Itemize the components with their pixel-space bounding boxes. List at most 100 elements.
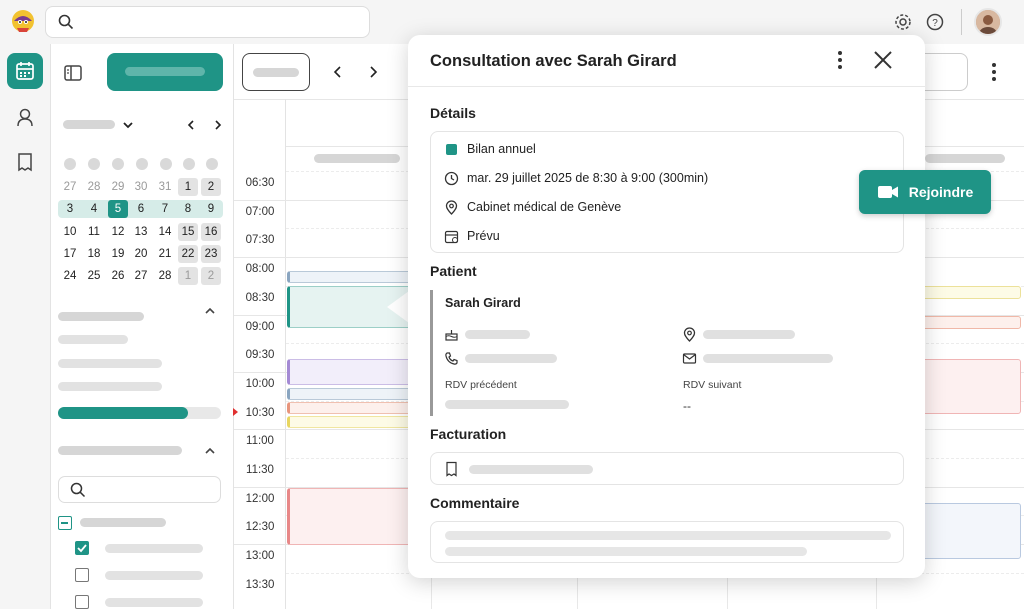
event-block[interactable] [922, 316, 1021, 329]
select-all-checkbox[interactable] [58, 516, 72, 530]
filter-search-input[interactable] [58, 476, 221, 503]
event-block[interactable] [287, 359, 412, 385]
billing-card[interactable] [430, 452, 904, 485]
calendar-day[interactable]: 1 [178, 178, 198, 196]
user-icon [17, 108, 33, 127]
calendar-day[interactable]: 6 [137, 203, 145, 215]
patient-address-placeholder [703, 330, 795, 339]
chevron-left-icon[interactable] [184, 118, 198, 132]
time-label: 06:30 [245, 177, 275, 189]
calendar-day[interactable]: 27 [63, 181, 77, 193]
chevron-up-icon[interactable] [203, 304, 217, 318]
calendar-day[interactable]: 7 [161, 203, 169, 215]
filter-placeholder [105, 544, 203, 553]
birthday-cake-icon [445, 330, 458, 341]
calendar-day[interactable]: 1 [178, 267, 198, 285]
chevron-up-icon[interactable] [203, 444, 217, 458]
event-block[interactable] [287, 488, 412, 545]
left-rail [0, 44, 50, 609]
calendar-day[interactable]: 29 [111, 181, 125, 193]
mail-icon [682, 353, 697, 364]
checkbox[interactable] [75, 595, 89, 609]
calendar-day[interactable]: 30 [134, 181, 148, 193]
calendar-day[interactable]: 20 [134, 248, 148, 260]
calendar-day[interactable]: 12 [111, 226, 125, 238]
new-appointment-button[interactable] [107, 53, 223, 91]
current-time-marker [233, 408, 238, 416]
rail-patients-button[interactable] [7, 99, 43, 135]
calendar-day[interactable]: 28 [158, 270, 172, 282]
chevron-right-icon[interactable] [365, 64, 381, 80]
more-vertical-icon[interactable] [986, 60, 1002, 84]
calendar-day[interactable]: 8 [184, 203, 192, 215]
event-block[interactable] [287, 416, 412, 428]
rail-calendar-button[interactable] [7, 53, 43, 89]
calendar-day[interactable]: 11 [88, 226, 100, 238]
calendar-icon [16, 62, 34, 80]
help-icon[interactable]: ? [925, 12, 945, 32]
time-label: 09:30 [245, 349, 275, 361]
calendar-day[interactable]: 24 [63, 270, 77, 282]
chevron-right-icon[interactable] [211, 118, 225, 132]
today-button[interactable] [242, 53, 310, 91]
settings-gear-icon[interactable] [893, 12, 913, 32]
checkbox-checked[interactable] [75, 541, 89, 555]
calendar-day[interactable]: 19 [111, 248, 125, 260]
event-block[interactable] [922, 286, 1021, 299]
join-video-button[interactable]: Rejoindre [859, 170, 991, 214]
calendar-day[interactable]: 22 [178, 245, 198, 263]
search-input[interactable] [45, 6, 370, 38]
calendar-day[interactable]: 15 [178, 223, 198, 241]
weekday-placeholder [183, 158, 195, 170]
receipt-icon [18, 153, 32, 172]
rail-billing-button[interactable] [7, 144, 43, 180]
time-label: 07:00 [245, 206, 275, 218]
avatar[interactable] [974, 8, 1002, 36]
chevron-left-icon[interactable] [330, 64, 346, 80]
calendar-day[interactable]: 13 [134, 226, 148, 238]
event-block[interactable] [287, 402, 412, 414]
status-row: Prévu [443, 228, 500, 244]
weekday-placeholder [160, 158, 172, 170]
time-column-divider [285, 99, 286, 609]
time-label: 10:30 [245, 407, 275, 419]
calendar-day[interactable]: 17 [63, 248, 77, 260]
calendar-day[interactable]: 31 [158, 181, 172, 193]
calendar-day[interactable]: 23 [201, 245, 221, 263]
previous-appointment-placeholder [445, 400, 569, 409]
filter-placeholder [58, 382, 162, 391]
event-block[interactable] [287, 388, 412, 400]
location-row: Cabinet médical de Genève [443, 199, 621, 215]
calendar-day[interactable]: 3 [66, 203, 74, 215]
checkbox[interactable] [75, 568, 89, 582]
event-block[interactable] [922, 359, 1021, 414]
more-vertical-icon[interactable] [832, 49, 848, 73]
location-pin-icon [443, 199, 459, 215]
event-block[interactable] [287, 271, 412, 283]
calendar-day[interactable]: 10 [63, 226, 77, 238]
time-label: 07:30 [245, 234, 275, 246]
calendar-day[interactable]: 25 [87, 270, 101, 282]
weekday-placeholder [112, 158, 124, 170]
calendar-day[interactable]: 2 [201, 267, 221, 285]
filter-placeholder [58, 359, 162, 368]
calendar-day-selected[interactable]: 5 [108, 200, 128, 218]
calendar-day[interactable]: 2 [201, 178, 221, 196]
event-block[interactable] [922, 503, 1021, 559]
calendar-day[interactable]: 9 [207, 203, 215, 215]
calendar-day[interactable]: 18 [87, 248, 101, 260]
close-icon[interactable] [872, 49, 894, 71]
calendar-day[interactable]: 16 [201, 223, 221, 241]
calendar-day[interactable]: 4 [90, 203, 98, 215]
sidebar-toggle-icon[interactable] [63, 63, 83, 83]
popup-pointer [387, 291, 409, 323]
time-label: 10:00 [245, 378, 275, 390]
calendar-day[interactable]: 14 [158, 226, 172, 238]
chevron-down-icon[interactable] [121, 118, 135, 132]
calendar-day[interactable]: 28 [87, 181, 101, 193]
calendar-day[interactable]: 26 [111, 270, 125, 282]
calendar-day[interactable]: 27 [134, 270, 148, 282]
calendar-day[interactable]: 21 [158, 248, 172, 260]
time-label: 13:00 [245, 550, 275, 562]
comment-card[interactable] [430, 521, 904, 563]
